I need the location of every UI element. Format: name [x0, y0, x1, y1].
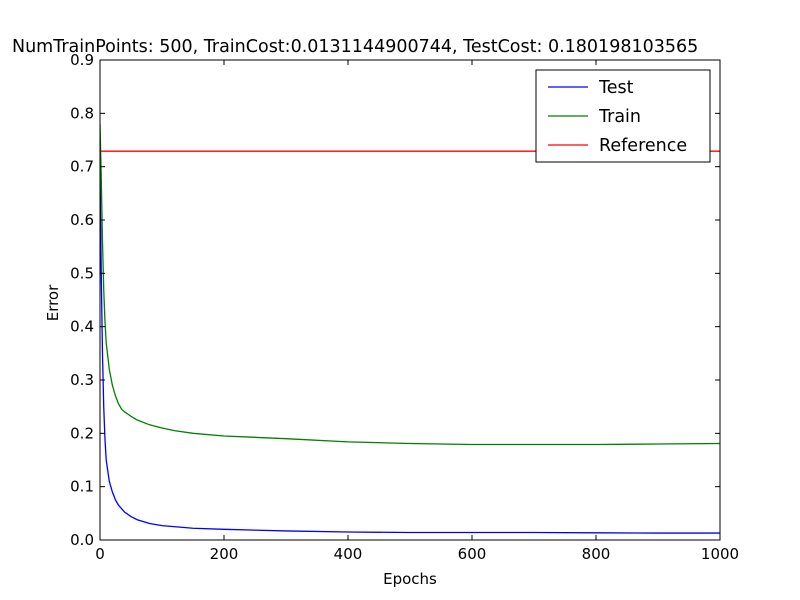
y-tick-label: 0.9 [70, 51, 94, 69]
legend-label-train: Train [598, 107, 641, 127]
x-tick-label: 0 [95, 545, 105, 563]
y-tick-label: 0.5 [70, 264, 94, 282]
x-tick-label: 200 [210, 545, 239, 563]
y-axis: 0.0 0.1 0.2 0.3 0.4 0.5 0.6 0.7 0.8 0.9 [70, 51, 720, 549]
y-tick-label: 0.4 [70, 318, 94, 336]
x-tick-label: 400 [334, 545, 363, 563]
legend: Test Train Reference [535, 69, 711, 163]
y-tick-label: 0.7 [70, 158, 94, 176]
plot-frame [99, 59, 721, 541]
plot-lines [100, 123, 720, 534]
series-line-train [100, 123, 720, 446]
y-tick-label: 0.3 [70, 371, 94, 389]
x-tick-label: 1000 [701, 545, 739, 563]
y-tick-label: 0.2 [70, 424, 94, 442]
y-tick-label: 0.1 [70, 478, 94, 496]
series-line-test [100, 166, 720, 534]
x-axis: 0 200 400 600 800 1000 [95, 60, 739, 563]
y-tick-label: 0.0 [70, 531, 94, 549]
legend-label-test: Test [598, 78, 634, 98]
y-tick-label: 0.8 [70, 104, 94, 122]
chart-title: NumTrainPoints: 500, TrainCost:0.0131144… [12, 37, 698, 57]
legend-label-reference: Reference [599, 136, 687, 156]
x-tick-label: 800 [582, 545, 611, 563]
y-tick-label: 0.6 [70, 211, 94, 229]
x-axis-label: Epochs [383, 570, 437, 588]
y-axis-label: Error [44, 284, 62, 321]
x-tick-label: 600 [458, 545, 487, 563]
